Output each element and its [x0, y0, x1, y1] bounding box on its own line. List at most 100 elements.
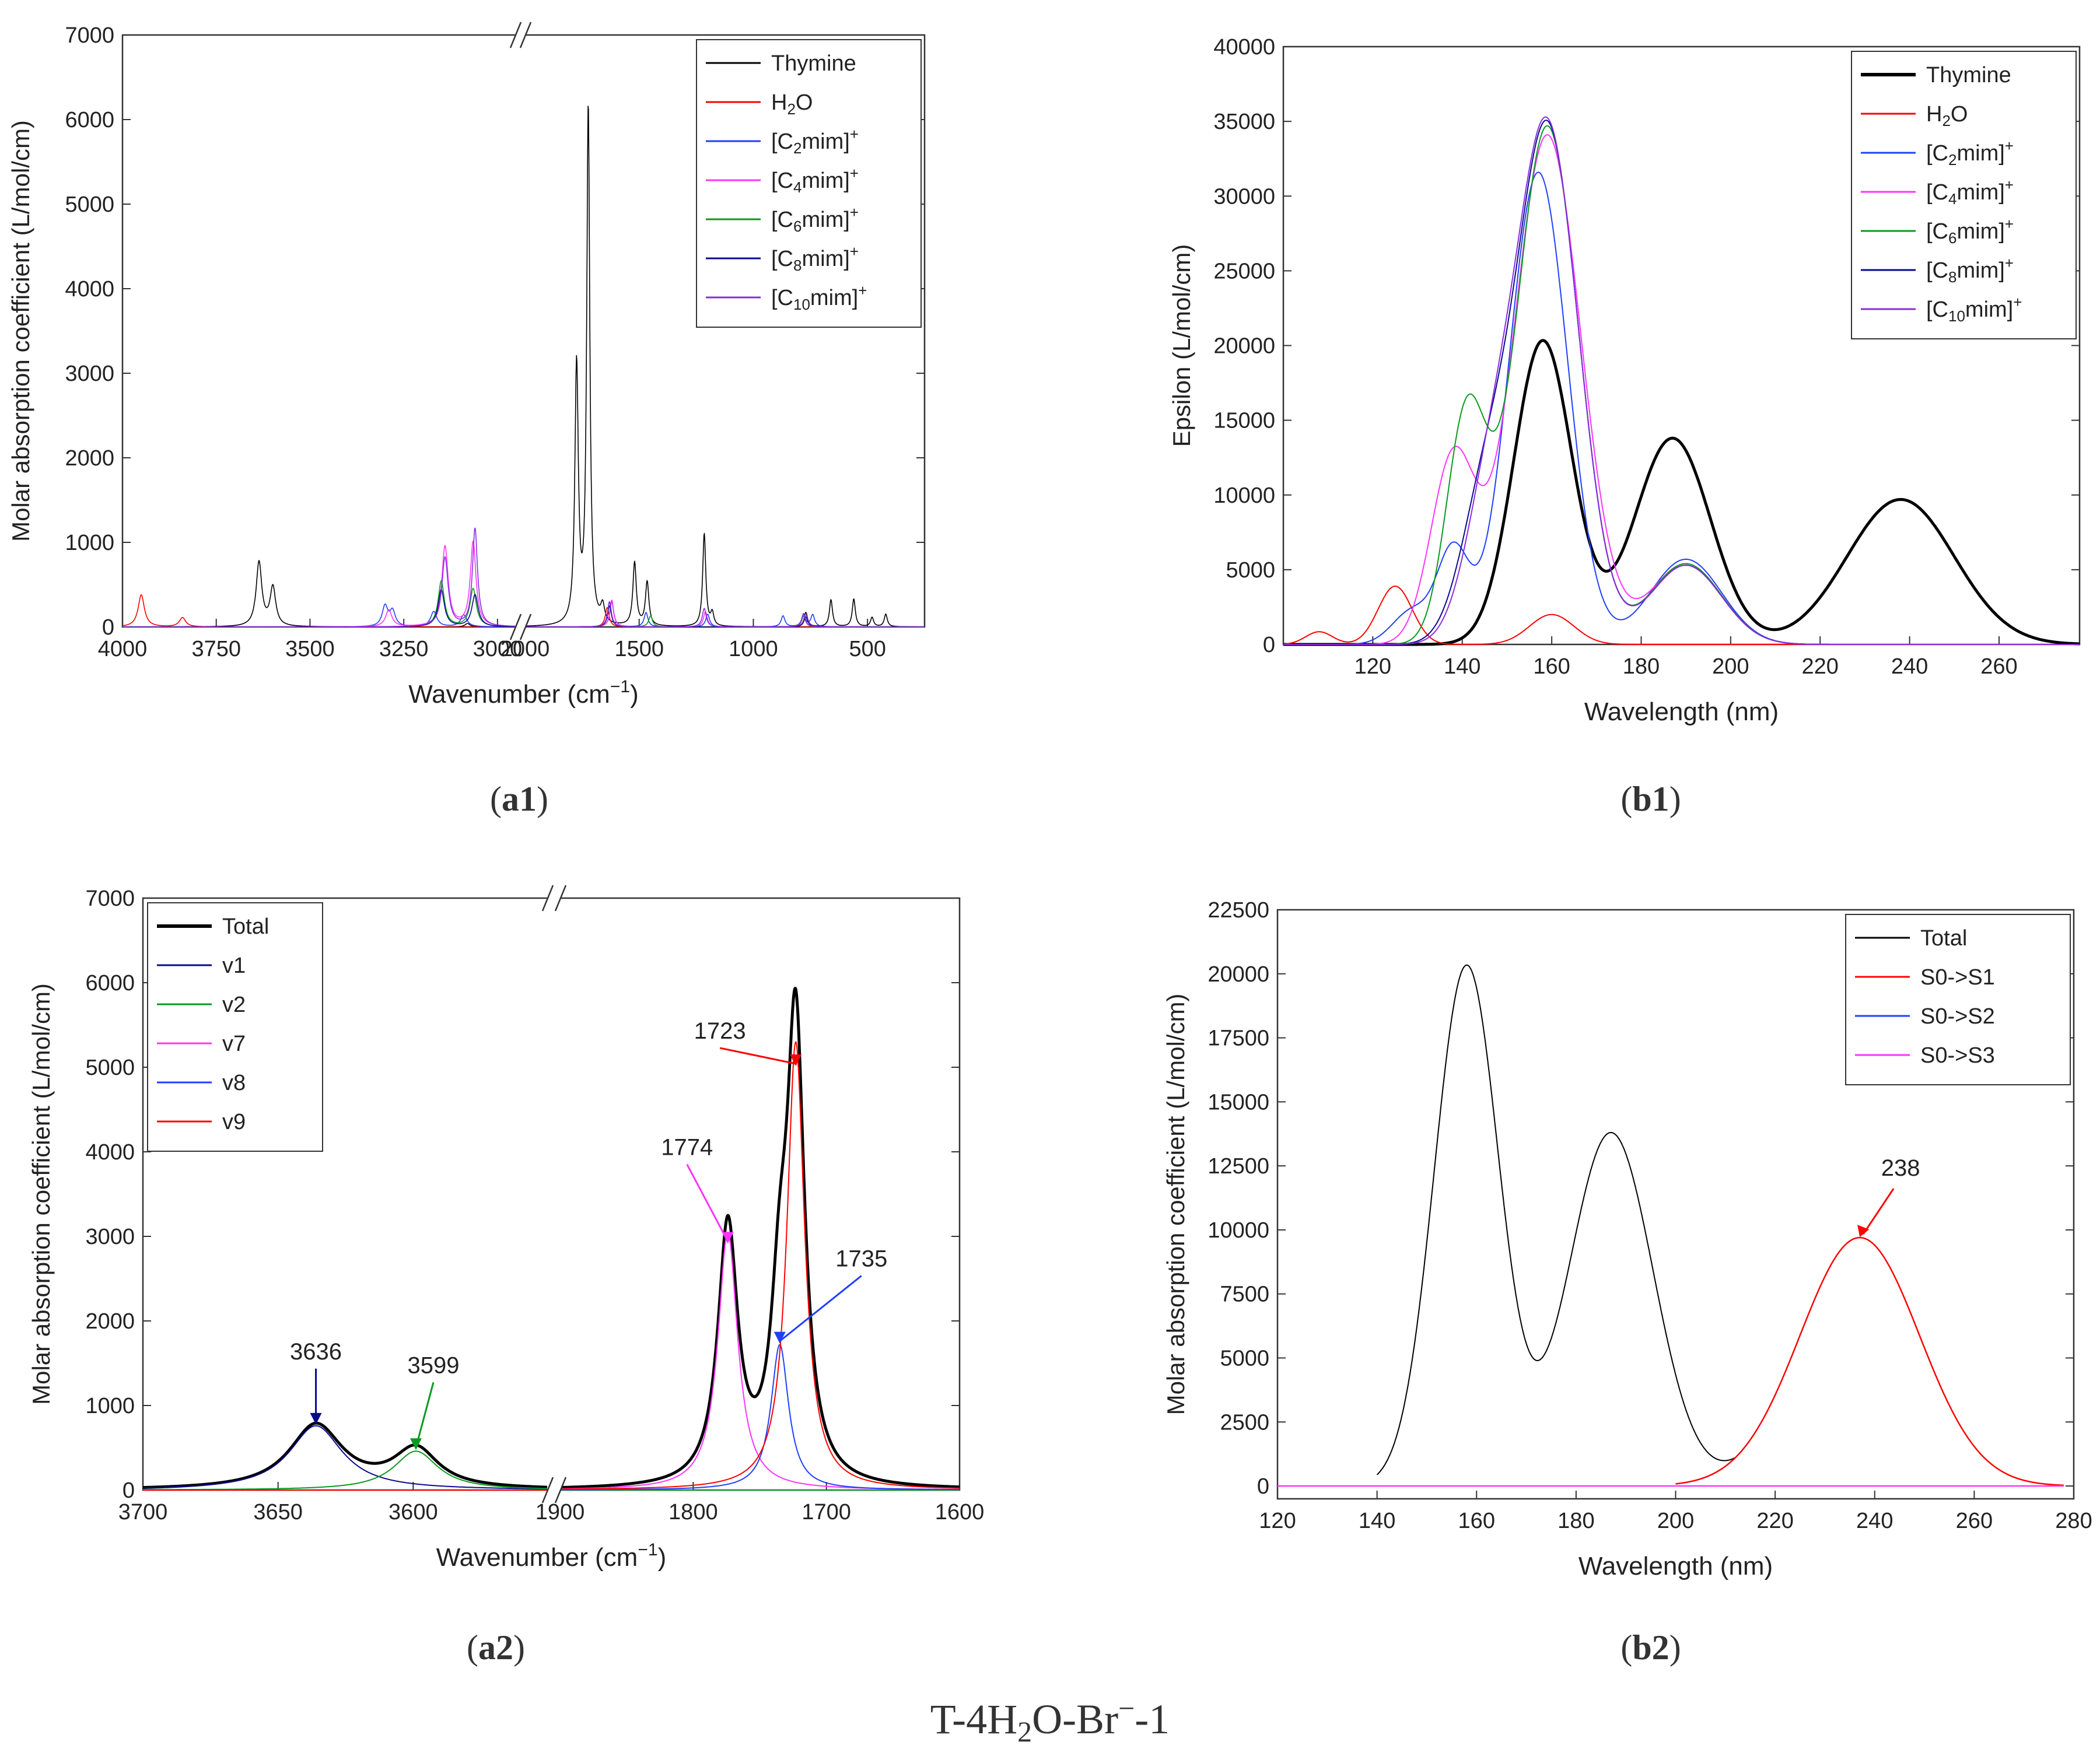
legend-label-sup: + — [858, 282, 867, 299]
series-line-0-seg-0 — [122, 560, 516, 628]
y-tick-label: 20000 — [1208, 962, 1269, 987]
annotation-label: 1723 — [694, 1018, 746, 1044]
x-axis-label-close: ) — [658, 1543, 667, 1572]
legend-label-main: v8 — [222, 1071, 246, 1095]
y-tick-label: 40000 — [1213, 35, 1275, 59]
legend-label-main: [C — [1926, 258, 1948, 283]
annotation-label: 1735 — [835, 1246, 887, 1272]
legend-label-sub: 6 — [793, 218, 802, 235]
legend-label-main: S0->S1 — [1920, 965, 1995, 990]
panel-label-close: ) — [513, 1628, 525, 1667]
y-tick-label: 0 — [102, 615, 114, 640]
legend-label: [C2mim]+ — [1926, 137, 2014, 169]
x-tick-label: 1900 — [536, 1500, 585, 1524]
legend-label-main: Total — [1920, 926, 1967, 951]
x-axis-label-main: Wavenumber (cm — [408, 680, 610, 709]
axis-break-mark — [509, 22, 522, 48]
legend-label-main: [C — [1926, 219, 1948, 244]
legend-label-main: H — [771, 90, 787, 115]
legend-label-main: Thymine — [771, 51, 856, 76]
x-tick-label: 1000 — [729, 637, 778, 661]
legend-label: v7 — [222, 1032, 246, 1056]
axis-break-gap — [515, 22, 526, 48]
legend-label-sub: 10 — [1948, 307, 1965, 325]
x-tick-label: 3600 — [388, 1500, 438, 1524]
legend-label-main: [C — [771, 169, 793, 193]
legend-label-sup: + — [850, 164, 859, 182]
legend-label: Thymine — [771, 51, 856, 76]
y-tick-label: 2000 — [65, 446, 114, 471]
legend-label: Total — [222, 914, 269, 939]
series-line-4-seg-1 — [524, 602, 925, 628]
x-tick-label: 3750 — [191, 637, 241, 661]
legend-label: Total — [1920, 926, 1967, 951]
y-tick-label: 30000 — [1213, 184, 1275, 209]
y-tick-label: 0 — [1257, 1474, 1269, 1499]
series-line-2-seg-1 — [525, 601, 925, 628]
legend-label-after: mim] — [802, 208, 849, 232]
legend-label-main: Thymine — [1926, 63, 2011, 87]
axis-break-mark — [554, 1477, 567, 1503]
y-tick-label: 15000 — [1213, 409, 1275, 433]
legend-label-sub: 2 — [1942, 112, 1950, 129]
panel-label-text: b2 — [1632, 1628, 1669, 1667]
legend-label-after: mim] — [1965, 297, 2013, 322]
panel-label-text: a1 — [502, 780, 537, 818]
y-axis-label: Molar absorption coefficient (L/mol/cm) — [1162, 994, 1189, 1415]
y-axis-label: Molar absorption coefficient (L/mol/cm) — [7, 120, 34, 542]
chart-a2: 0 1000 2000 3000 4000 5000 6000 7000 Molar absor… — [27, 885, 984, 1667]
series-line-0-seg-1 — [559, 987, 961, 1489]
x-tick-label: 1600 — [935, 1500, 985, 1524]
x-tick-label: 220 — [1756, 1509, 1793, 1533]
legend-label-main: S0->S2 — [1920, 1004, 1995, 1029]
x-tick-label: 3000 — [473, 637, 523, 661]
series-line-2-seg-0 — [142, 1450, 549, 1491]
axis-break-gap — [547, 885, 561, 911]
annotation-arrowhead — [310, 1412, 322, 1425]
x-tick-label: 3650 — [253, 1500, 303, 1524]
series-line-0 — [1376, 964, 1736, 1475]
x-tick-label: 220 — [1802, 654, 1839, 679]
legend-label-main: [C — [1926, 141, 1948, 166]
axis-break-mark — [519, 22, 532, 48]
series-line-5-seg-1 — [559, 1041, 960, 1490]
annotation-arrow — [415, 1382, 435, 1448]
x-tick-label: 2000 — [501, 637, 550, 661]
legend-label-main: H — [1926, 102, 1942, 127]
panel-label: (b1) — [1620, 780, 1681, 818]
x-axis-label-sup: −1 — [638, 1540, 657, 1559]
series-line-3-seg-1 — [525, 600, 925, 628]
legend-label-sub: 4 — [1948, 190, 1957, 208]
legend-label-main: v1 — [222, 954, 246, 978]
annotation-arrow — [686, 1163, 729, 1242]
legend-label: [C6mim]+ — [1926, 215, 2014, 247]
y-tick-label: 20000 — [1213, 334, 1275, 359]
y-tick-label: 17500 — [1208, 1026, 1269, 1051]
y-tick-label: 6000 — [65, 108, 114, 132]
x-axis-label: Wavelength (nm) — [1578, 1552, 1773, 1580]
x-tick-label: 1700 — [802, 1500, 851, 1524]
series-line-4-seg-1 — [559, 1344, 960, 1491]
series-line-1 — [1675, 1236, 2064, 1487]
legend-label: [C4mim]+ — [1926, 176, 2014, 208]
x-axis-label: Wavenumber (cm−1) — [436, 1540, 666, 1572]
y-tick-label: 15000 — [1208, 1090, 1269, 1114]
legend-label-sup: + — [2005, 215, 2014, 233]
legend-label-after: mim] — [802, 247, 849, 271]
y-tick-label: 0 — [123, 1478, 135, 1503]
y-tick-label: 2000 — [85, 1309, 135, 1334]
y-tick-label: 1000 — [85, 1394, 135, 1418]
series-line-5-seg-0 — [122, 588, 516, 628]
legend-label-main: [C — [771, 286, 793, 310]
panel-label-close: ) — [1670, 1628, 1681, 1667]
y-tick-label: 5000 — [1226, 558, 1275, 583]
series-line-1-seg-0 — [142, 1425, 549, 1489]
legend-label: [C8mim]+ — [771, 243, 859, 274]
y-tick-label: 7000 — [65, 23, 114, 48]
annotation-label: 3636 — [290, 1339, 342, 1365]
panel-label-open: ( — [467, 1628, 478, 1667]
axis-break-gap — [515, 614, 526, 640]
x-tick-label: 260 — [1980, 654, 2017, 679]
x-tick-label: 200 — [1712, 654, 1749, 679]
x-tick-label: 1800 — [668, 1500, 718, 1524]
